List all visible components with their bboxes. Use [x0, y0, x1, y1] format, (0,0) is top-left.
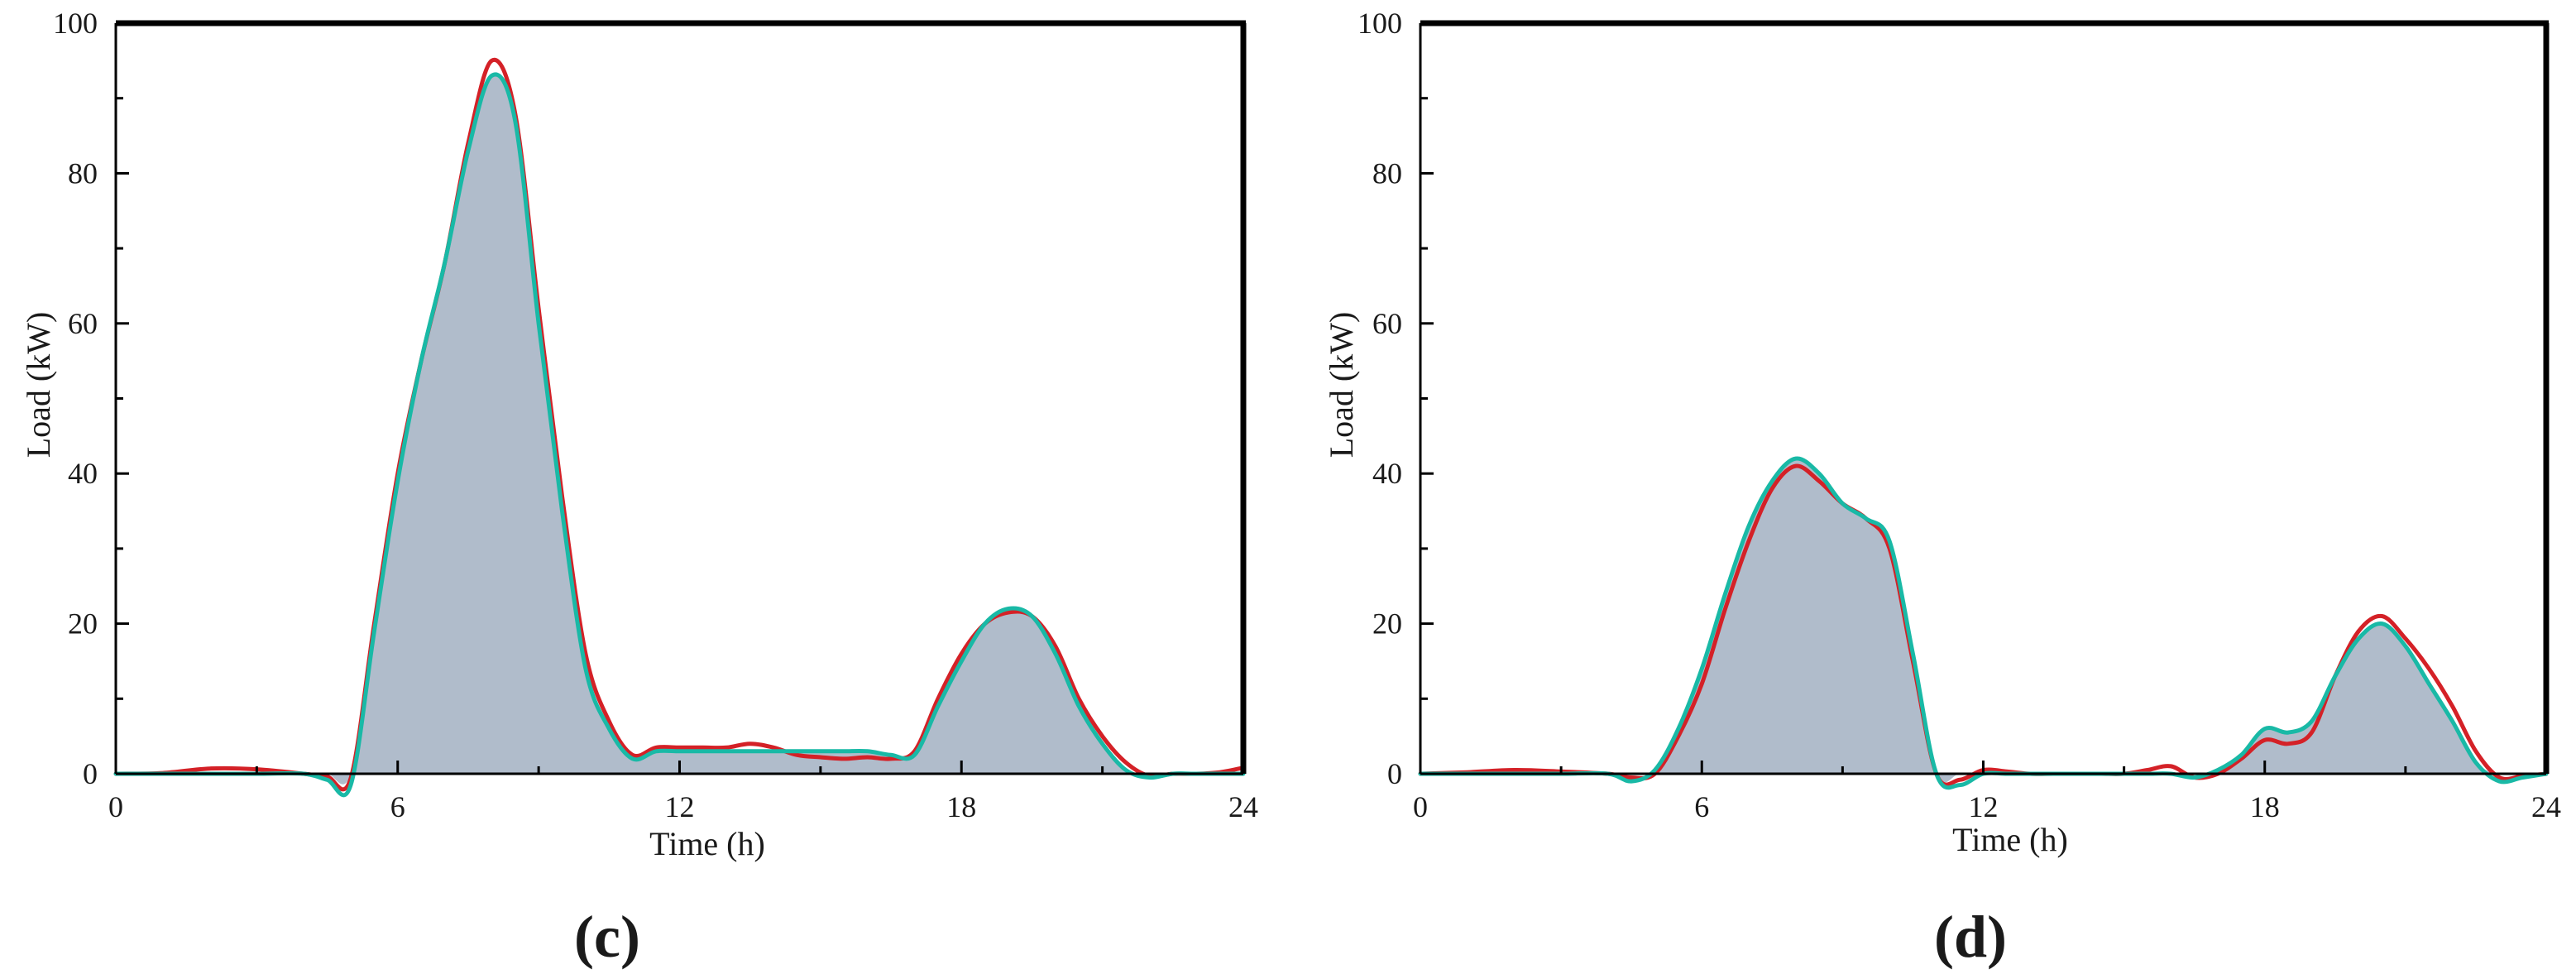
- chart-panel-c: 0 6 12 18 24 0 20 40 60 80 100 Time (h) Load (kW)…: [20, 7, 1258, 970]
- x-tick-label: 18: [946, 790, 976, 823]
- area-region: [116, 74, 1243, 785]
- x-tick-labels: 0 6 12 18 24: [108, 790, 1258, 823]
- y-tick-label: 60: [1372, 307, 1402, 340]
- chart-panel-d: 0 6 12 18 24 0 20 40 60 80 100 Time (h) Load (kW)…: [1323, 7, 2561, 970]
- y-tick-label: 80: [1372, 156, 1402, 190]
- area-fill: [116, 74, 1243, 785]
- panel-label-c: (c): [574, 904, 640, 970]
- y-tick-label: 40: [68, 457, 98, 490]
- tick-marks: [1419, 22, 2548, 775]
- x-tick-labels: 0 6 12 18 24: [1413, 790, 2561, 823]
- x-axis-title: Time (h): [649, 825, 765, 862]
- y-tick-labels: 0 20 40 60 80 100: [53, 7, 98, 790]
- y-tick-label: 80: [68, 156, 98, 190]
- series-lines: [113, 57, 1246, 798]
- y-tick-label: 20: [1372, 607, 1402, 641]
- y-tick-label: 100: [1357, 7, 1402, 40]
- x-tick-label: 12: [665, 790, 695, 823]
- x-tick-label: 6: [1694, 790, 1709, 823]
- x-tick-label: 12: [1969, 790, 1999, 823]
- y-axis-title: Load (kW): [1323, 312, 1360, 458]
- y-tick-label: 60: [68, 307, 98, 340]
- tick-marks: [114, 22, 1245, 775]
- y-tick-label: 0: [83, 757, 98, 790]
- y-tick-label: 40: [1372, 457, 1402, 490]
- area-region: [1420, 458, 2546, 783]
- y-axis-title: Load (kW): [20, 312, 57, 458]
- x-tick-label: 24: [1228, 790, 1258, 823]
- y-tick-label: 20: [68, 607, 98, 641]
- y-tick-label: 100: [53, 7, 98, 40]
- y-tick-labels: 0 20 40 60 80 100: [1357, 7, 1402, 790]
- y-tick-label: 0: [1387, 757, 1402, 790]
- x-tick-label: 0: [108, 790, 123, 823]
- x-tick-label: 18: [2250, 790, 2280, 823]
- x-axis-title: Time (h): [1952, 821, 2068, 858]
- x-tick-label: 0: [1413, 790, 1428, 823]
- axes-frame: [114, 20, 1247, 775]
- series-line-cyan: [113, 72, 1246, 798]
- area-fill: [1420, 458, 2546, 783]
- x-tick-label: 24: [2531, 790, 2561, 823]
- x-tick-label: 6: [390, 790, 405, 823]
- panel-label-d: (d): [1934, 904, 2007, 970]
- series-line-red: [113, 57, 1246, 792]
